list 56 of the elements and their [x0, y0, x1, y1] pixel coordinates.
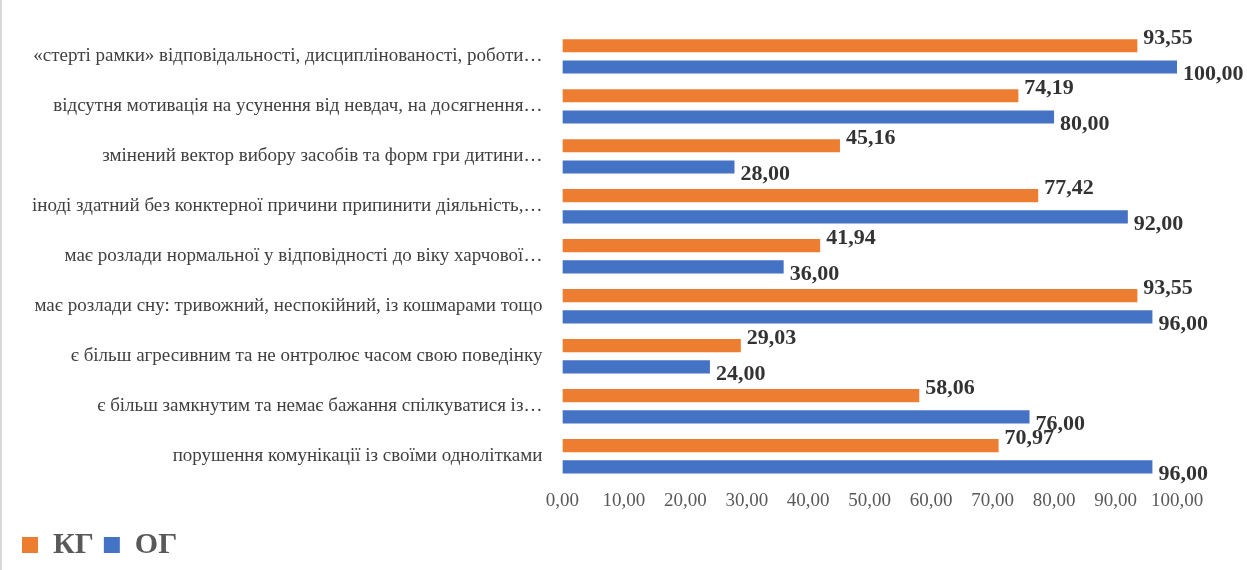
data-label: 74,19 — [1024, 74, 1074, 100]
bar — [562, 389, 920, 403]
bar — [562, 310, 1153, 324]
bar — [562, 460, 1153, 474]
x-tick-label: 60,00 — [909, 488, 953, 510]
legend-label: ОГ — [134, 525, 178, 559]
data-label: 80,00 — [1060, 109, 1110, 135]
y-tick-label: має розлади нормальної у відповідності до віку харчової… — [64, 244, 543, 266]
data-label: 45,16 — [845, 124, 896, 150]
x-tick-label: 100,00 — [1150, 488, 1204, 510]
data-label: 92,00 — [1133, 209, 1184, 235]
data-label: 41,94 — [826, 224, 876, 250]
data-label: 96,00 — [1158, 309, 1208, 335]
data-label: 100,00 — [1183, 59, 1244, 85]
y-tick-label: відсутня мотивація на усунення від невдач, на досягнення… — [53, 94, 543, 116]
x-tick-label: 80,00 — [1032, 488, 1076, 510]
x-tick-label: 10,00 — [602, 488, 646, 510]
bar — [562, 239, 821, 253]
data-label: 96,00 — [1158, 459, 1208, 485]
bar — [562, 360, 710, 374]
data-label: 28,00 — [740, 159, 790, 185]
bar — [562, 60, 1177, 74]
y-tick-label: є більш замкнутим та немає бажання спілкуватися із… — [97, 394, 543, 416]
bar — [562, 439, 999, 453]
y-tick-label: має розлади сну: тривожний, неспокійний, із кошмарами тощо — [34, 294, 543, 316]
data-label: 36,00 — [789, 259, 840, 285]
bar — [562, 39, 1138, 53]
bar — [562, 410, 1030, 424]
bar — [562, 210, 1128, 224]
y-tick-label: є більш агресивним та не онтролює часом свою поведінку — [70, 344, 543, 366]
x-tick-label: 50,00 — [848, 488, 892, 510]
bar — [562, 89, 1019, 103]
x-tick-label: 90,00 — [1094, 488, 1137, 510]
y-tick-label: «стерті рамки» відповідальності, дисциплінованості, роботи… — [33, 44, 543, 66]
legend-label: КГ — [53, 525, 94, 559]
bar — [562, 189, 1039, 203]
bar — [562, 139, 840, 153]
bar — [562, 289, 1138, 303]
y-tick-label: змінений вектор вибору засобів та форм гри дитини… — [102, 144, 543, 166]
data-label: 93,55 — [1143, 24, 1193, 50]
x-tick-label: 70,00 — [971, 488, 1014, 510]
x-tick-label: 20,00 — [663, 488, 707, 510]
data-label: 93,55 — [1143, 274, 1193, 300]
data-label: 24,00 — [715, 359, 766, 385]
y-tick-label: порушення комунікації із своїми однолітками — [172, 444, 543, 466]
bar — [562, 110, 1055, 124]
data-label: 77,42 — [1044, 174, 1094, 200]
x-tick-label: 30,00 — [725, 488, 769, 510]
bar — [562, 160, 735, 174]
x-tick-label: 40,00 — [786, 488, 830, 510]
bar — [562, 260, 784, 274]
x-tick-label: 0,00 — [545, 488, 580, 510]
y-tick-label: іноді здатний без конктерної причини припинити діяльність,… — [31, 194, 543, 216]
bar — [562, 339, 741, 353]
data-label: 29,03 — [746, 324, 797, 350]
data-label: 58,06 — [925, 374, 975, 400]
